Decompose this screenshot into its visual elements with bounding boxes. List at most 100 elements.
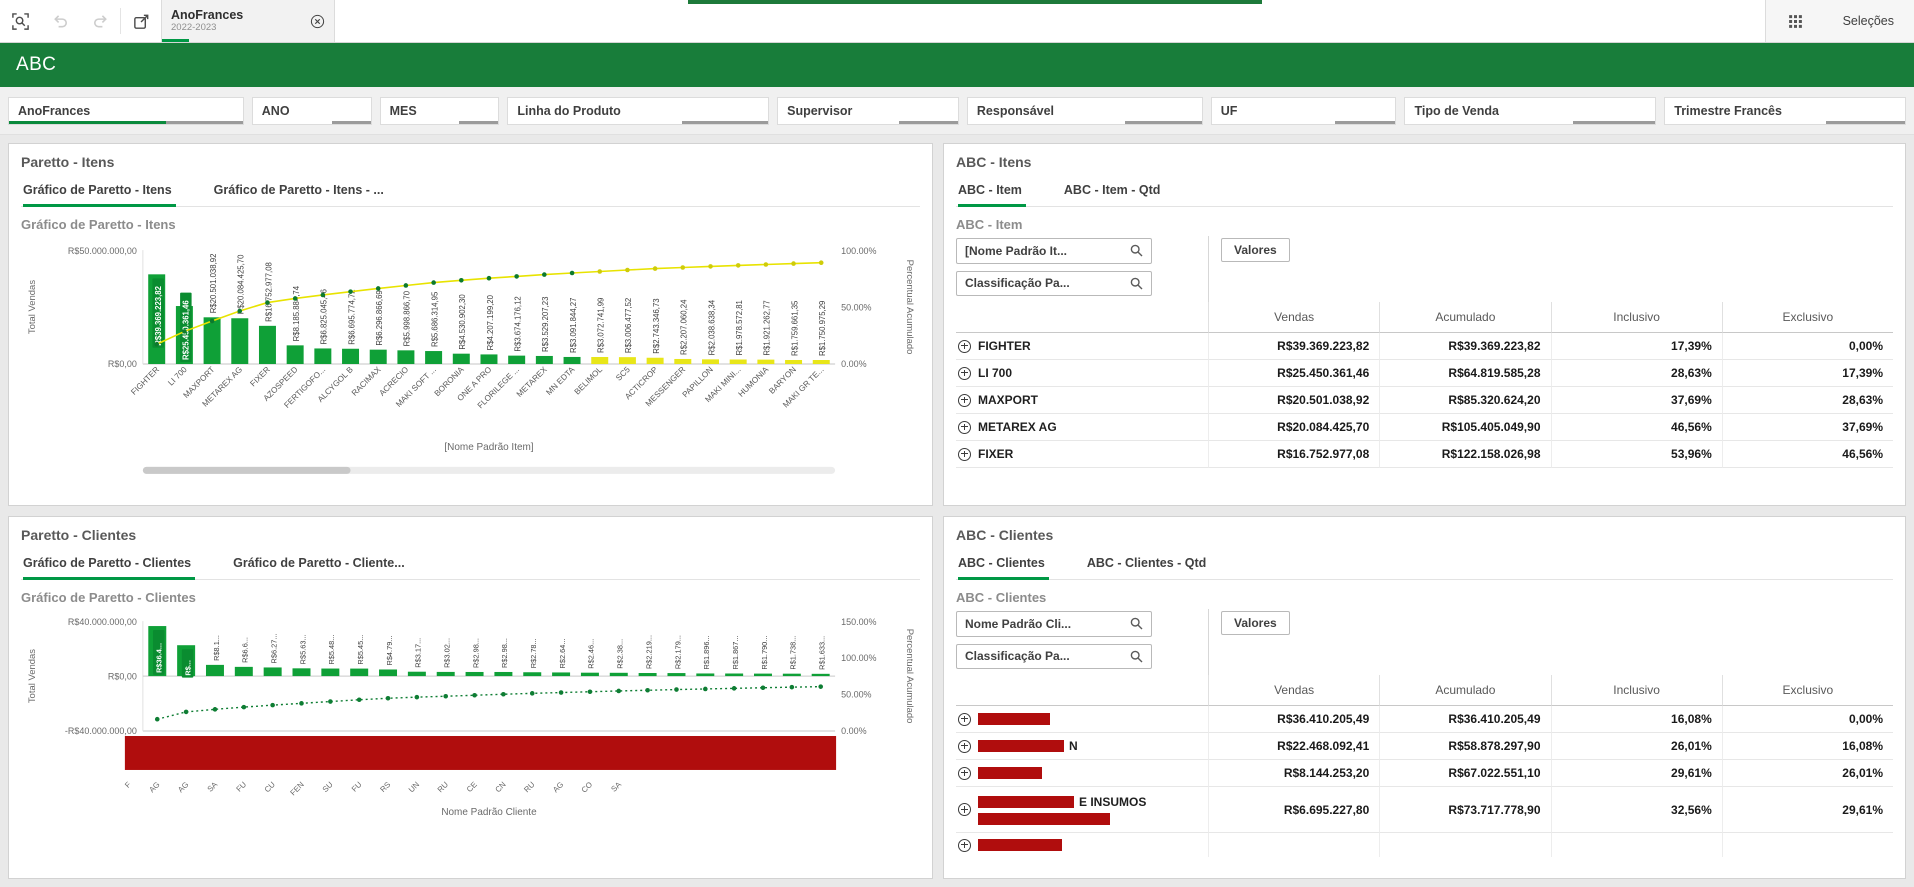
expand-plus-icon[interactable] xyxy=(958,766,971,780)
abc-clientes-pivot-search-field-0[interactable]: Nome Padrão Cli... xyxy=(956,611,1152,637)
abc-clientes-pivot-search-field-1[interactable]: Classificação Pa... xyxy=(956,643,1152,669)
cell-inclusivo[interactable]: 29,61% xyxy=(1550,760,1722,787)
cell-vendas[interactable]: R$36.410.205,49 xyxy=(1208,706,1380,733)
column-header-acumulado[interactable]: Acumulado xyxy=(1379,302,1551,333)
pareto-bar[interactable] xyxy=(580,672,599,677)
cell-inclusivo[interactable] xyxy=(1550,833,1722,857)
tab-grafico-paretto-itens[interactable]: Gráfico de Paretto - Itens xyxy=(23,175,176,207)
cell-exclusivo[interactable]: 46,56% xyxy=(1721,441,1893,468)
pareto-bar[interactable] xyxy=(638,673,657,677)
cell-inclusivo[interactable]: 28,63% xyxy=(1550,360,1722,387)
cell-inclusivo[interactable]: 53,96% xyxy=(1550,441,1722,468)
filter-mes[interactable]: MES xyxy=(379,96,500,125)
pareto-bar[interactable] xyxy=(523,672,542,677)
pareto-bar[interactable] xyxy=(263,667,282,677)
tab-abc-clientes[interactable]: ABC - Clientes xyxy=(958,548,1049,580)
filter-uf[interactable]: UF xyxy=(1210,96,1397,125)
cell-exclusivo[interactable] xyxy=(1721,833,1893,857)
cell-inclusivo[interactable]: 37,69% xyxy=(1550,387,1722,414)
pareto-bar[interactable] xyxy=(552,672,571,677)
pareto-bar[interactable] xyxy=(231,318,249,364)
pareto-bar[interactable] xyxy=(696,673,715,677)
cell-vendas[interactable]: R$8.144.253,20 xyxy=(1208,760,1380,787)
expand-plus-icon[interactable] xyxy=(958,447,971,461)
cell-acumulado[interactable]: R$73.717.778,90 xyxy=(1379,787,1551,833)
cell-acumulado[interactable]: R$39.369.223,82 xyxy=(1379,333,1551,360)
cell-inclusivo[interactable]: 46,56% xyxy=(1550,414,1722,441)
pareto-bar[interactable] xyxy=(480,354,498,364)
pareto-bar[interactable] xyxy=(508,355,526,364)
cell-exclusivo[interactable]: 26,01% xyxy=(1721,760,1893,787)
column-header-exclusivo[interactable]: Exclusivo xyxy=(1721,302,1893,333)
cell-vendas[interactable] xyxy=(1208,833,1379,857)
tab-abc-item[interactable]: ABC - Item xyxy=(958,175,1026,207)
redo-button[interactable] xyxy=(80,0,120,42)
cell-exclusivo[interactable]: 16,08% xyxy=(1721,733,1893,760)
cell-vendas[interactable]: R$20.084.425,70 xyxy=(1208,414,1380,441)
row-name[interactable]: LI 700 xyxy=(956,360,1208,387)
filter-tipo-de-venda[interactable]: Tipo de Venda xyxy=(1404,96,1657,125)
pareto-bar[interactable] xyxy=(234,666,253,677)
pareto-bar[interactable] xyxy=(674,358,692,364)
column-header-vendas[interactable]: Vendas xyxy=(1208,302,1380,333)
tab-grafico-paretto-clientes[interactable]: Gráfico de Paretto - Clientes xyxy=(23,548,196,580)
cell-vendas[interactable]: R$39.369.223,82 xyxy=(1208,333,1380,360)
expand-plus-icon[interactable] xyxy=(958,420,971,434)
filter-trimestre-franc-s[interactable]: Trimestre Francês xyxy=(1664,96,1907,125)
pareto-bar[interactable] xyxy=(436,671,455,677)
abc-item-pivot-search-field-0[interactable]: [Nome Padrão It... xyxy=(956,238,1152,264)
cell-exclusivo[interactable]: 17,39% xyxy=(1721,360,1893,387)
cell-exclusivo[interactable]: 29,61% xyxy=(1721,787,1893,833)
abc-item-pivot-search-field-1[interactable]: Classificação Pa... xyxy=(956,270,1152,296)
pareto-bar[interactable] xyxy=(314,348,332,364)
cell-inclusivo[interactable]: 32,56% xyxy=(1550,787,1722,833)
row-name[interactable] xyxy=(956,706,1208,733)
tab-grafico-paretto-itens-alt[interactable]: Gráfico de Paretto - Itens - ... xyxy=(213,183,384,197)
expand-plus-icon[interactable] xyxy=(958,712,971,726)
cell-vendas[interactable]: R$16.752.977,08 xyxy=(1208,441,1380,468)
row-name[interactable]: E INSUMOS xyxy=(956,787,1208,833)
cell-exclusivo[interactable]: 28,63% xyxy=(1721,387,1893,414)
cell-inclusivo[interactable]: 16,08% xyxy=(1550,706,1722,733)
cell-exclusivo[interactable]: 0,00% xyxy=(1721,333,1893,360)
filter-supervisor[interactable]: Supervisor xyxy=(777,96,959,125)
pareto-bar[interactable] xyxy=(646,357,664,364)
pareto-bar[interactable] xyxy=(321,668,340,677)
chart-scrollbar-thumb[interactable] xyxy=(142,466,351,474)
cell-acumulado[interactable]: R$64.819.585,28 xyxy=(1379,360,1551,387)
pareto-bar[interactable] xyxy=(369,349,387,364)
tab-abc-item-qtd[interactable]: ABC - Item - Qtd xyxy=(1063,183,1161,197)
cell-exclusivo[interactable]: 0,00% xyxy=(1721,706,1893,733)
cell-acumulado[interactable]: R$85.320.624,20 xyxy=(1379,387,1551,414)
pareto-bar[interactable] xyxy=(563,356,581,364)
pareto-bar[interactable] xyxy=(757,359,775,364)
pareto-bar[interactable] xyxy=(609,672,628,677)
pareto-bar[interactable] xyxy=(535,355,553,364)
expand-plus-icon[interactable] xyxy=(958,838,971,852)
pareto-bar[interactable] xyxy=(753,673,772,677)
cell-vendas[interactable]: R$22.468.092,41 xyxy=(1208,733,1380,760)
expand-plus-icon[interactable] xyxy=(958,739,971,753)
pareto-bar[interactable] xyxy=(465,671,484,677)
selections-tool-button[interactable] xyxy=(0,0,40,42)
pareto-bar[interactable] xyxy=(494,671,513,677)
tab-abc-clientes-qtd[interactable]: ABC - Clientes - Qtd xyxy=(1086,556,1207,570)
filter-respons-vel[interactable]: Responsável xyxy=(966,96,1203,125)
cell-vendas[interactable]: R$6.695.227,80 xyxy=(1208,787,1380,833)
pareto-bar[interactable] xyxy=(286,345,304,364)
pareto-bar[interactable] xyxy=(702,359,719,364)
pareto-bar[interactable] xyxy=(425,351,443,364)
pareto-bar[interactable] xyxy=(407,671,426,677)
values-chip[interactable]: Valores xyxy=(1221,611,1290,635)
cell-acumulado[interactable]: R$105.405.049,90 xyxy=(1379,414,1551,441)
pareto-bar[interactable] xyxy=(203,317,221,364)
expand-plus-icon[interactable] xyxy=(958,339,971,353)
expand-plus-icon[interactable] xyxy=(958,393,971,407)
pareto-bar[interactable] xyxy=(205,664,224,677)
open-sheet-button[interactable] xyxy=(121,0,161,42)
row-name[interactable] xyxy=(956,833,1208,857)
expand-plus-icon[interactable] xyxy=(958,803,971,816)
column-header-exclusivo[interactable]: Exclusivo xyxy=(1721,675,1893,706)
expand-plus-icon[interactable] xyxy=(958,366,971,380)
row-name[interactable] xyxy=(956,760,1208,787)
